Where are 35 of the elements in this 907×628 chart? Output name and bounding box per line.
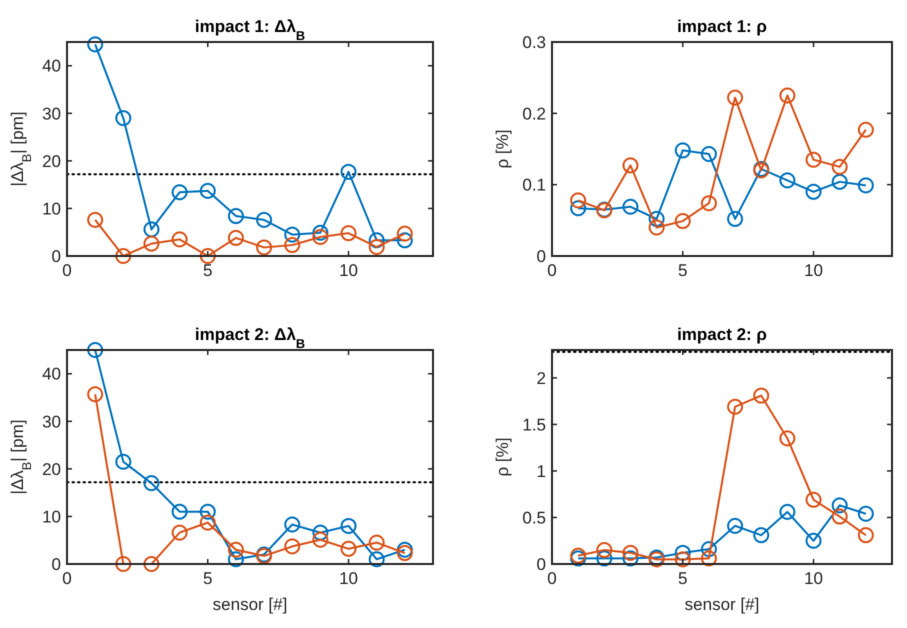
y-tick-label: 0.2 xyxy=(522,104,546,124)
x-tick-label: 5 xyxy=(203,261,213,280)
y-tick-label: 0.1 xyxy=(522,176,546,195)
x-tick-label: 10 xyxy=(804,261,823,280)
y-tick-label: 1 xyxy=(536,462,546,481)
x-tick-label: 5 xyxy=(203,569,213,588)
y-tick-label: 0 xyxy=(536,246,546,266)
x-tick-label: 10 xyxy=(339,261,358,280)
y-tick-label: 0 xyxy=(52,246,61,266)
x-tick-label: 5 xyxy=(678,569,688,588)
y-tick-label: 10 xyxy=(42,507,61,526)
y-tick-label: 30 xyxy=(42,104,61,124)
x-tick-label: 5 xyxy=(678,261,688,280)
y-tick-label: 10 xyxy=(42,199,61,218)
y-tick-label: 0 xyxy=(52,554,61,574)
y-tick-label: 40 xyxy=(42,364,61,384)
y-tick-label: 40 xyxy=(42,56,61,76)
y-tick-label: 0.5 xyxy=(522,508,546,528)
y-tick-label: 20 xyxy=(42,460,61,479)
x-axis-title: sensor [#] xyxy=(684,595,760,614)
chart-title: impact 2: ρ xyxy=(677,325,767,344)
y-tick-label: 1.5 xyxy=(522,415,546,434)
y-tick-label: 0.3 xyxy=(522,32,546,52)
chart-title: impact 1: ρ xyxy=(677,17,767,36)
x-axis-title: sensor [#] xyxy=(212,595,288,614)
chart-title: impact 2: Δλ$_{B}$ xyxy=(194,325,306,350)
y-tick-label: 30 xyxy=(42,412,61,432)
y-axis-title: ρ [%] xyxy=(493,438,512,476)
x-tick-label: 10 xyxy=(339,569,358,588)
y-tick-label: 2 xyxy=(536,368,546,388)
y-tick-label: 20 xyxy=(42,152,61,171)
y-tick-label: 0 xyxy=(536,554,546,574)
y-axis-title: ρ [%] xyxy=(493,130,512,168)
chart-title: impact 1: Δλ$_{B}$ xyxy=(194,17,306,42)
x-tick-label: 10 xyxy=(804,569,823,588)
